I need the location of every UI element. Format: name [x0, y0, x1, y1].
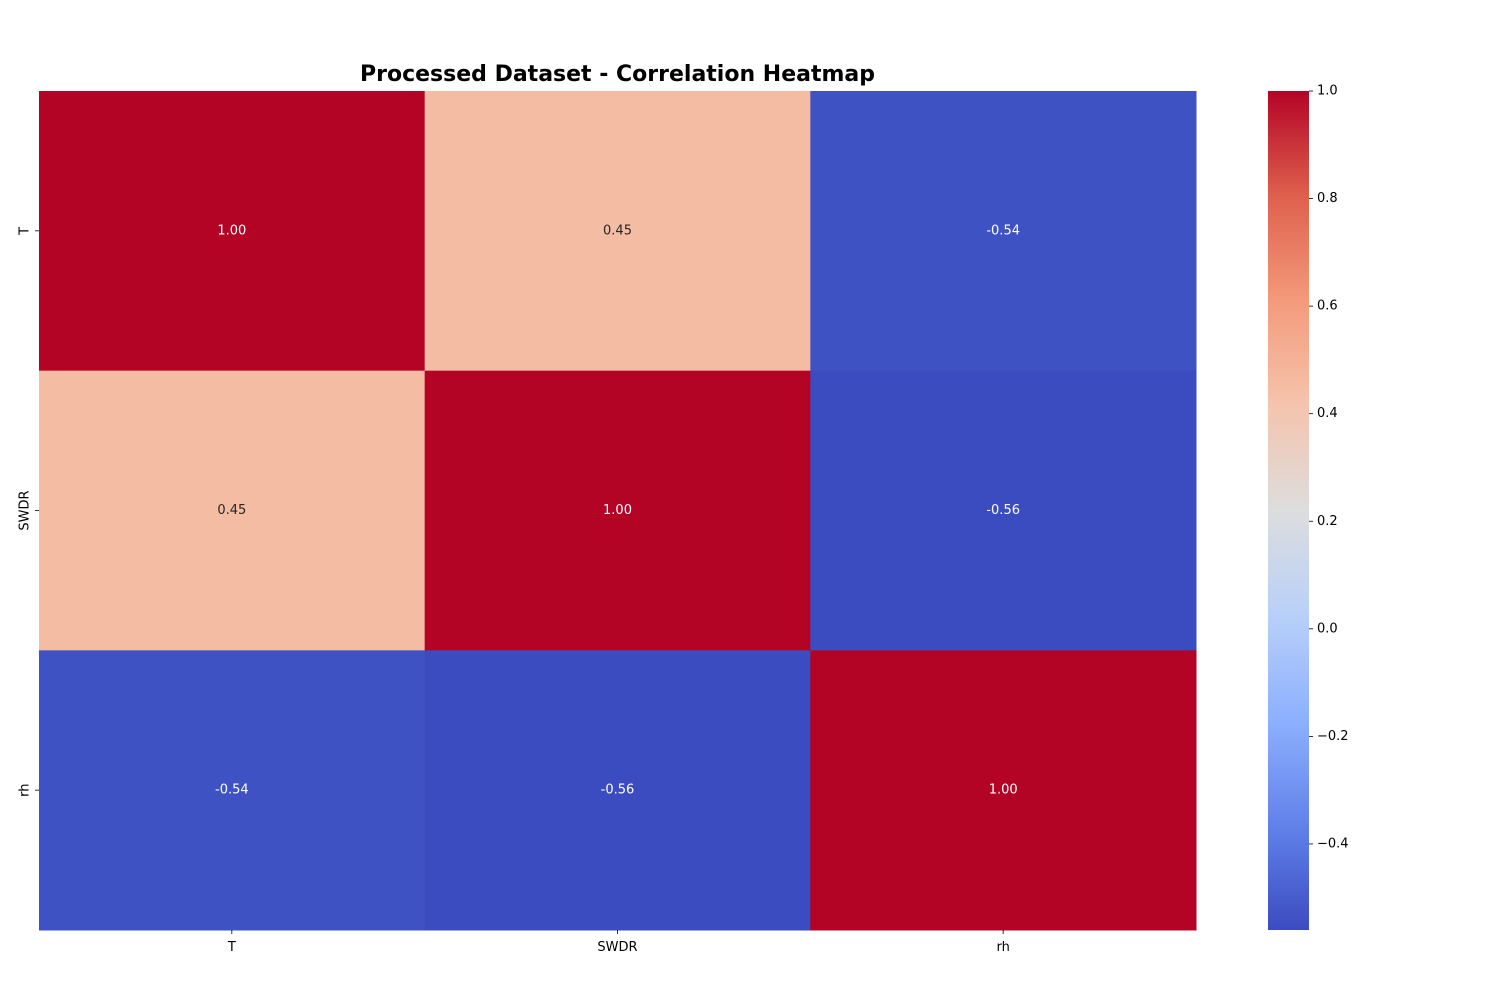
colorbar-tick-label: 0.6 [1317, 299, 1338, 314]
heatmap-cells [39, 91, 1197, 931]
heatmap-cell-T-rh [810, 91, 1197, 372]
heatmap-cell-SWDR-rh [810, 370, 1197, 651]
heatmap-cell-T-T [39, 91, 426, 372]
cell-value-label: 0.45 [217, 503, 246, 518]
heatmap-cell-rh-T [39, 650, 426, 931]
cell-value-label: 1.00 [603, 503, 632, 518]
heatmap-cell-SWDR-T [39, 370, 426, 651]
y-axis: T SWDR rh [18, 227, 39, 797]
cell-value-label: 1.00 [989, 783, 1018, 798]
heatmap-cell-rh-SWDR [424, 650, 811, 931]
heatmap-cell-T-SWDR [424, 91, 811, 372]
heatmap-cell-rh-rh [810, 650, 1197, 931]
x-tick-label: T [227, 940, 236, 955]
cell-value-label: -0.54 [986, 223, 1020, 238]
colorbar-tick-label: 1.0 [1317, 84, 1338, 99]
cell-value-label: 0.45 [603, 223, 632, 238]
x-tick-label: SWDR [597, 940, 637, 955]
heatmap-cell-labels: 1.00 0.45 -0.54 0.45 1.00 -0.56 -0.54 -0.56 1.00 [215, 223, 1020, 797]
colorbar-tick-label: −0.2 [1317, 729, 1349, 744]
heatmap-cell-SWDR-SWDR [424, 370, 811, 651]
cell-value-label: -0.54 [215, 783, 249, 798]
x-tick-label: rh [996, 940, 1009, 955]
colorbar-tick-label: −0.4 [1317, 836, 1349, 851]
y-tick-label: T [18, 227, 33, 236]
colorbar-tick-label: 0.0 [1317, 621, 1338, 636]
colorbar-tick-label: 0.2 [1317, 514, 1338, 529]
cell-value-label: -0.56 [986, 503, 1020, 518]
cell-value-label: 1.00 [217, 223, 246, 238]
colorbar-tick-label: 0.8 [1317, 191, 1338, 206]
chart-title: Processed Dataset - Correlation Heatmap [360, 62, 875, 87]
y-tick-label: rh [18, 783, 33, 796]
colorbar-gradient [1268, 91, 1309, 930]
x-axis: T SWDR rh [227, 930, 1010, 955]
cell-value-label: -0.56 [601, 783, 635, 798]
colorbar: 1.0 0.8 0.6 0.4 0.2 0.0 −0.2 −0.4 [1268, 84, 1349, 930]
y-tick-label: SWDR [18, 490, 33, 530]
colorbar-tick-label: 0.4 [1317, 406, 1338, 421]
